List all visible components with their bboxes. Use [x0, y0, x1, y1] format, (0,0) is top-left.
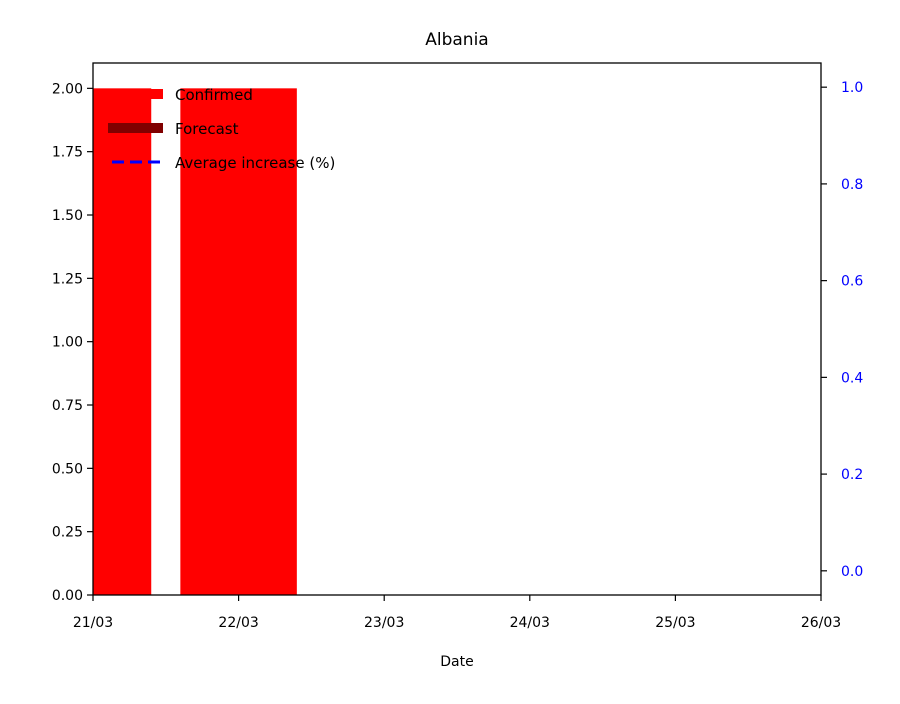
x-tick-label: 25/03	[655, 615, 695, 631]
chart-title: Albania	[425, 30, 488, 50]
y-right-tick-label: 1.0	[841, 80, 863, 96]
x-tick-label: 26/03	[801, 615, 841, 631]
y-tick-label: 2.00	[52, 81, 83, 97]
y-right-tick-label: 0.8	[841, 177, 863, 193]
axes-layer: 21/03 22/03 23/03 24/03 25/03 26/03 0.00 0.25 0.…	[52, 62, 863, 631]
legend-label-confirmed: Confirmed	[175, 86, 253, 104]
x-tick-label: 21/03	[73, 615, 113, 631]
legend-swatch-forecast	[108, 123, 163, 133]
plot-frame	[92, 62, 822, 596]
x-tick-label: 24/03	[510, 615, 550, 631]
bar-confirmed-21-03	[93, 88, 152, 595]
y-tick-label: 1.00	[52, 335, 83, 351]
legend-swatch-confirmed	[108, 89, 163, 99]
x-tick-label: 22/03	[218, 615, 258, 631]
y-right-tick-label: 0.6	[841, 274, 863, 290]
y-tick-label: 1.25	[52, 271, 83, 287]
y-tick-label: 0.00	[52, 588, 83, 604]
x-axis-label: Date	[440, 654, 473, 670]
bars-layer	[93, 88, 297, 595]
y-tick-label: 0.75	[52, 398, 83, 414]
y-tick-label: 1.50	[52, 208, 83, 224]
y-right-tick-label: 0.0	[841, 564, 863, 580]
y-tick-label: 1.75	[52, 145, 83, 161]
y-right-tick-label: 0.4	[841, 370, 863, 386]
y-tick-label: 0.25	[52, 525, 83, 541]
y-tick-label: 0.50	[52, 461, 83, 477]
legend: Confirmed Forecast Average increase (%)	[108, 86, 335, 172]
legend-label-average-increase: Average increase (%)	[175, 154, 335, 172]
bar-confirmed-22-03	[180, 88, 297, 595]
x-tick-label: 23/03	[364, 615, 404, 631]
y-right-tick-label: 0.2	[841, 467, 863, 483]
legend-label-forecast: Forecast	[175, 120, 239, 138]
